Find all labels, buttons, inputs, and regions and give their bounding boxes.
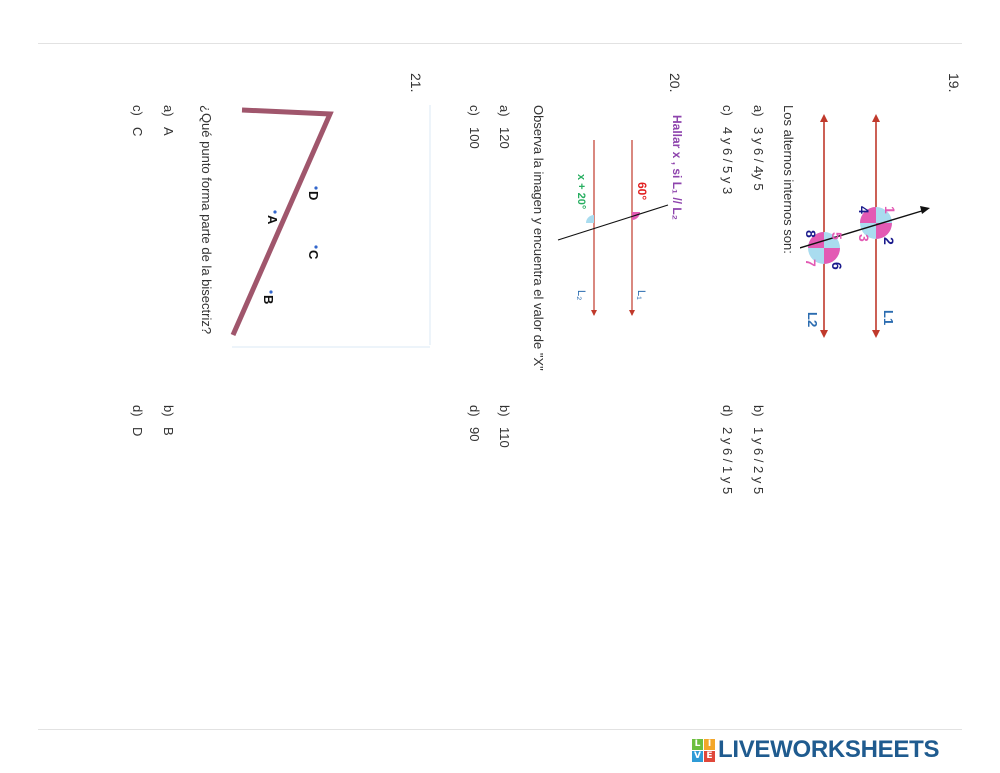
svg-text:L₂: L₂: [575, 290, 587, 300]
option-20-b[interactable]: b)110: [497, 405, 512, 448]
svg-text:L1: L1: [881, 310, 896, 325]
svg-text:C: C: [306, 250, 321, 260]
question-19-figure: 1 2 3 4 5 6 7 8 L1 L2: [800, 114, 930, 338]
svg-text:B: B: [261, 295, 276, 304]
svg-text:5: 5: [829, 232, 845, 240]
option-19-a[interactable]: a)3 y 6 / 4y 5: [751, 105, 766, 191]
svg-text:D: D: [306, 191, 321, 200]
question-20-number: 20.: [667, 73, 683, 93]
transversal-line: [800, 209, 926, 261]
svg-text:1: 1: [882, 206, 898, 214]
option-21-d[interactable]: d)D: [130, 405, 145, 437]
question-19-text: Los alternos internos son:: [781, 105, 796, 254]
svg-text:x + 20°: x + 20°: [575, 174, 587, 209]
svg-text:L2: L2: [805, 312, 820, 327]
svg-text:60°: 60°: [635, 182, 649, 200]
option-21-b[interactable]: b)B: [161, 405, 176, 436]
question-21-text: ¿Qué punto forma parte de la bisectriz?: [199, 105, 214, 335]
angle-sides: [230, 107, 334, 337]
question-19-number: 19.: [946, 73, 962, 93]
option-19-b[interactable]: b)1 y 6 / 2 y 5: [751, 405, 766, 495]
question-20-figure: 60° x + 20° L₁ L₂: [557, 140, 669, 316]
liveworksheets-logo[interactable]: L I V E LIVEWORKSHEETS: [692, 736, 939, 764]
transversal-line: [557, 204, 669, 241]
option-21-c[interactable]: c)C: [130, 105, 145, 137]
option-20-d[interactable]: d)90: [467, 405, 482, 442]
logo-text: LIVEWORKSHEETS: [718, 736, 940, 763]
svg-text:L₁: L₁: [635, 290, 647, 300]
svg-text:8: 8: [803, 230, 819, 238]
bottom-divider: [38, 729, 962, 730]
svg-text:3: 3: [856, 234, 872, 242]
option-20-c[interactable]: c)100: [467, 105, 482, 149]
option-19-c[interactable]: c)4 y 6 / 5 y 3: [720, 105, 735, 195]
svg-text:7: 7: [803, 259, 819, 267]
logo-mark: L I V E: [692, 738, 715, 762]
svg-text:A: A: [265, 215, 280, 225]
question-20-text: Observa la imagen y encuentra el valor d…: [531, 105, 546, 371]
question-21-number: 21.: [408, 73, 424, 93]
svg-text:2: 2: [881, 237, 897, 245]
svg-text:4: 4: [856, 206, 872, 214]
option-21-a[interactable]: a)A: [161, 105, 176, 136]
top-divider: [38, 43, 962, 44]
svg-text:6: 6: [829, 262, 845, 270]
option-19-d[interactable]: d)2 y 6 / 1 y 5: [720, 405, 735, 495]
option-20-a[interactable]: a)120: [497, 105, 512, 149]
question-21-figure: A B C D: [230, 105, 431, 348]
